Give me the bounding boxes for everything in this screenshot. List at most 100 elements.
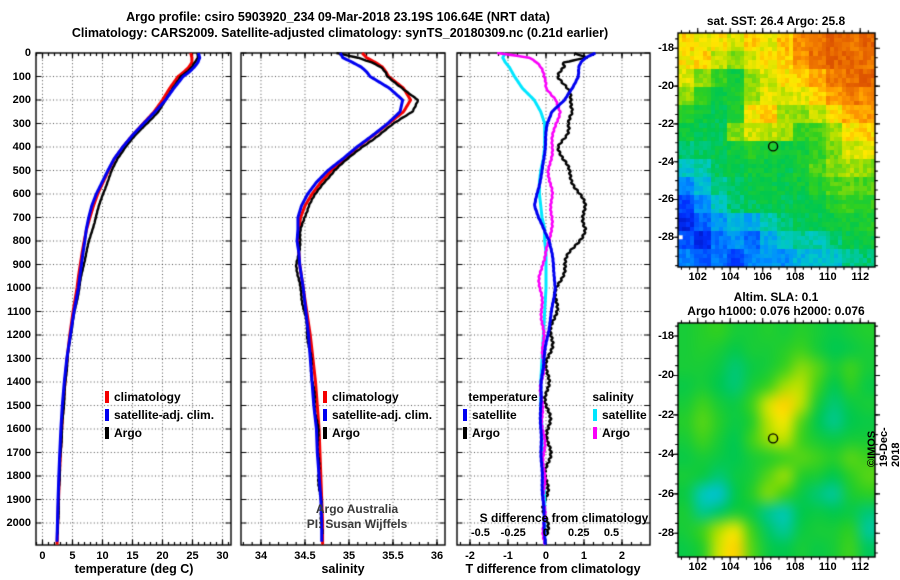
sst-map-chart bbox=[668, 23, 885, 277]
legend-label-satellite-s: satellite bbox=[602, 408, 647, 422]
sst-map-lat-label: -20 bbox=[658, 80, 674, 93]
temperature-tick-label: 30 bbox=[216, 550, 229, 562]
sst-map-lon-label: 104 bbox=[721, 271, 740, 283]
s-difference-tick-label: 0 bbox=[542, 527, 550, 539]
t-difference-axis-label: T difference from climatology bbox=[465, 562, 641, 576]
s-difference-tick-label: 0.5 bbox=[603, 527, 620, 539]
legend-label-climatology: climatology bbox=[332, 390, 399, 404]
temperature-tick-label: 25 bbox=[186, 550, 199, 562]
salinity-axis-label: salinity bbox=[321, 562, 365, 576]
legend-label-satellite-adj: satellite-adj. clim. bbox=[332, 408, 433, 422]
legend-label-satellite-adj: satellite-adj. clim. bbox=[114, 408, 215, 422]
depth-tick-label: 1400 bbox=[6, 376, 31, 388]
sla-map-lat-label: -24 bbox=[658, 448, 674, 461]
temperature-axis-label: temperature (deg C) bbox=[74, 562, 194, 576]
salinity-profile-chart bbox=[231, 43, 455, 559]
sla-map-lon-label: 110 bbox=[818, 561, 837, 573]
t-difference-tick-label: -1 bbox=[503, 550, 513, 562]
temperature-tick-label: 5 bbox=[69, 550, 76, 562]
title-line1: Argo profile: csiro 5903920_234 09-Mar-2… bbox=[126, 10, 550, 24]
legend-label-climatology: climatology bbox=[114, 390, 181, 404]
t-difference-tick-label: -2 bbox=[465, 550, 475, 562]
legend-label-argo-s: Argo bbox=[602, 426, 630, 440]
sla-map-subtitle: Argo h1000: 0.076 h2000: 0.076 bbox=[687, 304, 865, 318]
depth-tick-label: 1300 bbox=[6, 352, 31, 365]
satellite-s-color-swatch bbox=[593, 409, 597, 421]
t-difference-tick-label: 2 bbox=[618, 550, 626, 562]
depth-tick-label: 1800 bbox=[6, 470, 31, 482]
imos-watermark: ©IMOS 19-Dec-2018 19:23:31 bbox=[866, 427, 900, 468]
legend-label-satellite-t: satellite bbox=[472, 408, 517, 422]
salinity-tick-label: 34 bbox=[254, 550, 268, 562]
difference-profile-chart bbox=[447, 43, 660, 559]
temperature-profile-chart bbox=[26, 43, 241, 559]
depth-tick-label: 1900 bbox=[6, 493, 31, 506]
sst-map-lon-label: 108 bbox=[786, 271, 805, 283]
depth-tick-label: 1100 bbox=[7, 305, 31, 318]
sst-map-title: sat. SST: 26.4 Argo: 25.8 bbox=[706, 14, 846, 28]
s-difference-tick-label: -0.25 bbox=[500, 527, 526, 539]
argo-color-swatch bbox=[323, 427, 327, 439]
salinity-tick-label: 34.5 bbox=[294, 550, 316, 562]
satellite-t-color-swatch bbox=[463, 409, 467, 421]
legend-label-argo: Argo bbox=[332, 426, 360, 440]
argo-t-color-swatch bbox=[463, 427, 467, 439]
depth-tick-label: 1000 bbox=[6, 282, 31, 294]
depth-tick-label: 400 bbox=[12, 141, 31, 153]
depth-tick-label: 0 bbox=[24, 47, 31, 59]
depth-tick-label: 500 bbox=[12, 164, 31, 177]
sla-map-chart bbox=[668, 313, 885, 567]
t-difference-tick-label: 1 bbox=[580, 550, 588, 562]
depth-tick-label: 300 bbox=[12, 117, 31, 130]
depth-tick-label: 700 bbox=[12, 211, 31, 224]
depth-tick-label: 2000 bbox=[6, 517, 31, 529]
legend-header-salinity: salinity bbox=[592, 390, 634, 404]
sst-map-lat-label: -26 bbox=[658, 193, 674, 206]
depth-tick-label: 200 bbox=[12, 94, 31, 106]
s-difference-tick-label: 0.25 bbox=[568, 527, 590, 539]
depth-tick-label: 1700 bbox=[6, 446, 31, 459]
sla-map-lon-label: 108 bbox=[786, 561, 805, 573]
temperature-tick-label: 20 bbox=[156, 550, 169, 562]
depth-tick-label: 100 bbox=[12, 70, 31, 83]
depth-tick-label: 1200 bbox=[6, 329, 31, 341]
salinity-tick-label: 35.5 bbox=[382, 550, 404, 562]
temperature-tick-label: 0 bbox=[39, 550, 46, 562]
depth-tick-label: 1600 bbox=[6, 423, 31, 435]
s-difference-tick-label: -0.5 bbox=[470, 527, 490, 539]
annotation-pi-name: PI: Susan Wijffels bbox=[306, 517, 408, 531]
sst-map-lon-label: 102 bbox=[688, 271, 707, 283]
satellite-adj-color-swatch bbox=[105, 409, 109, 421]
sst-map-lon-label: 110 bbox=[818, 271, 837, 283]
sla-map-lat-label: -26 bbox=[658, 487, 674, 500]
sla-map-lon-label: 106 bbox=[753, 561, 772, 573]
sla-map-lon-label: 112 bbox=[851, 561, 870, 573]
sst-map-lat-label: -24 bbox=[658, 155, 674, 168]
sla-map-lat-label: -22 bbox=[658, 408, 674, 421]
temperature-tick-label: 10 bbox=[96, 550, 109, 562]
legend-label-argo: Argo bbox=[114, 426, 142, 440]
legend-label-argo-t: Argo bbox=[472, 426, 500, 440]
sla-map-title: Altim. SLA: 0.1 bbox=[733, 290, 819, 304]
annotation-argo-australia: Argo Australia bbox=[315, 502, 399, 516]
title-line2: Climatology: CARS2009. Satellite-adjuste… bbox=[71, 26, 609, 40]
depth-tick-label: 600 bbox=[12, 188, 31, 200]
depth-tick-label: 1500 bbox=[6, 399, 31, 412]
satellite-adj-color-swatch bbox=[323, 409, 327, 421]
sst-map-lon-label: 112 bbox=[851, 271, 870, 283]
argo-color-swatch bbox=[105, 427, 109, 439]
sla-map-lat-label: -18 bbox=[658, 330, 674, 342]
climatology-color-swatch bbox=[323, 391, 327, 403]
salinity-tick-label: 35 bbox=[342, 550, 356, 562]
sla-map-lat-label: -20 bbox=[658, 369, 674, 382]
sla-map-lat-label: -28 bbox=[658, 527, 674, 540]
sst-map-lat-label: -22 bbox=[658, 117, 674, 130]
salinity-tick-label: 36 bbox=[430, 550, 444, 562]
depth-tick-label: 900 bbox=[12, 258, 31, 271]
sst-map-lon-label: 106 bbox=[753, 271, 772, 283]
climatology-color-swatch bbox=[105, 391, 109, 403]
temperature-tick-label: 15 bbox=[126, 550, 139, 562]
t-difference-tick-label: 0 bbox=[542, 550, 550, 562]
argo-s-color-swatch bbox=[593, 427, 597, 439]
